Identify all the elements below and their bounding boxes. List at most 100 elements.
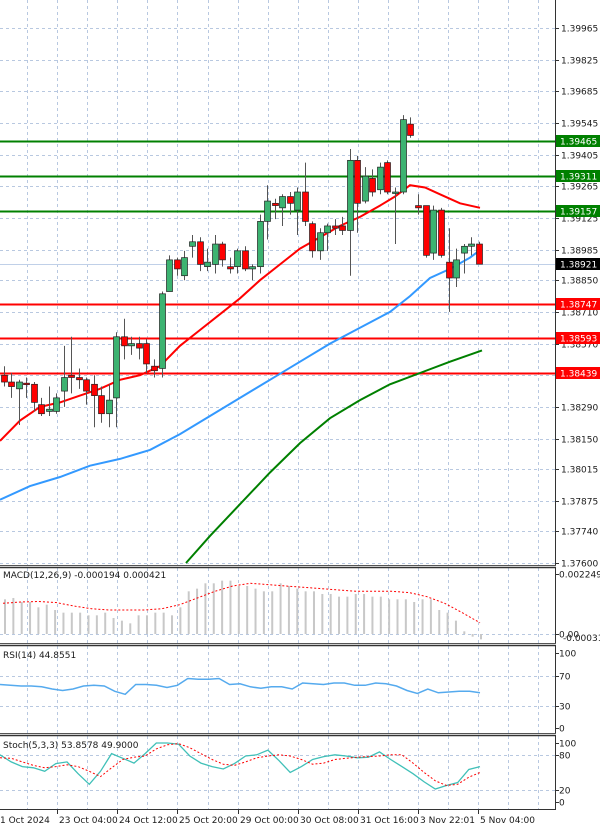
axis-tick-label: 80: [559, 752, 571, 762]
time-tick-label: 24 Oct 12:00: [119, 816, 178, 826]
panel-separator-bg: [0, 565, 556, 568]
bear-candle: [31, 383, 38, 403]
support-tag: [556, 367, 600, 379]
price-tick-label: 1.38290: [561, 404, 598, 414]
price-tick-label: 1.39545: [561, 120, 598, 130]
bear-candle: [476, 243, 483, 265]
moving-average-line: [0, 184, 481, 442]
bear-candle: [76, 377, 83, 381]
bear-candle: [407, 123, 414, 136]
price-tick-label: 1.38710: [561, 309, 598, 319]
bull-candle: [234, 250, 241, 268]
bear-candle: [151, 365, 158, 372]
time-tick-label: 1 Oct 2024: [0, 816, 50, 826]
rsi-line: [0, 677, 481, 696]
main-grid: [0, 0, 555, 565]
bull-candle: [453, 259, 460, 279]
price-tick-label: 1.38150: [561, 436, 598, 446]
price-tick-label: 1.37600: [561, 560, 598, 570]
price-tick-label: 1.39405: [561, 152, 598, 162]
price-tick-label: 1.39965: [561, 25, 598, 35]
macd-title: MACD(12,26,9) -0.000194 0.000421: [3, 571, 166, 581]
bear-candle: [23, 382, 30, 386]
price-tick-label: 1.39125: [561, 215, 598, 225]
axis-tick-label: 30: [559, 703, 571, 713]
bull-candle: [294, 191, 301, 211]
price-tick-label: 1.39265: [561, 183, 598, 193]
bull-candle: [377, 166, 384, 191]
bull-candle: [128, 343, 135, 347]
support-tag-label: 1.38593: [560, 335, 597, 345]
axis-tick-label: 0.002249: [559, 571, 600, 581]
resistance-tag: [556, 135, 600, 147]
bull-candle: [362, 175, 369, 202]
price-tick-label: 1.39685: [561, 88, 598, 98]
bear-candle: [219, 243, 226, 261]
bull-candle: [204, 261, 211, 268]
bear-candle: [121, 336, 128, 347]
bear-candle: [242, 250, 249, 270]
bear-candle: [423, 205, 430, 256]
bear-candle: [384, 162, 391, 193]
price-levels: [0, 140, 555, 375]
bear-candle: [332, 225, 339, 229]
support-tag: [556, 332, 600, 344]
time-tick-label: 29 Oct 00:00: [240, 816, 299, 826]
axis-tick-label: 100: [559, 650, 576, 660]
resistance-tag-label: 1.39311: [560, 173, 597, 183]
bear-candle: [83, 379, 90, 392]
bull-candle: [392, 191, 399, 194]
macd-signal-line: [2, 582, 481, 624]
stoch-main-line: [0, 742, 481, 790]
axis-tick-label: 100: [559, 740, 576, 750]
time-tick-label: 31 Oct 16:00: [360, 816, 419, 826]
bull-candle: [61, 377, 68, 392]
bull-candle: [264, 200, 271, 222]
price-tags: 1.39465 1.39311 1.39157 1.38747 1.38593 1.384…: [556, 135, 600, 380]
bull-candle: [468, 243, 475, 247]
bear-candle: [354, 159, 361, 204]
stoch-title: Stoch(5,3,3) 53.8578 49.9000: [3, 741, 139, 751]
bear-candle: [174, 259, 181, 270]
moving-averages: [0, 184, 483, 564]
axis-tick-label: 0: [559, 725, 565, 735]
bull-candle: [461, 245, 468, 254]
bull-candle: [106, 399, 113, 415]
support-tag-label: 1.38439: [560, 370, 597, 380]
bull-candle: [113, 336, 120, 399]
price-tick-label: 1.37740: [561, 528, 598, 538]
bull-candle: [347, 159, 354, 231]
resistance-tag: [556, 170, 600, 182]
bear-candle: [287, 196, 294, 204]
bear-candle: [272, 202, 279, 206]
bull-candle: [166, 259, 173, 292]
panel-separator-bg: [0, 643, 556, 646]
bear-candle: [227, 266, 234, 270]
panel-separator-bg: [0, 733, 556, 736]
price-tick-label: 1.38850: [561, 277, 598, 287]
moving-average-line: [0, 247, 483, 501]
bull-candle: [181, 257, 188, 277]
bear-candle: [339, 225, 346, 231]
bear-candle: [1, 374, 8, 383]
stoch-panel: 100 80 20 0: [0, 736, 576, 809]
bull-candle: [46, 408, 53, 412]
bear-candle: [68, 374, 75, 378]
bear-candle: [143, 343, 150, 365]
axis-tick-label: 20: [559, 787, 571, 797]
bear-candle: [369, 178, 376, 193]
rsi-panel: 100 70 30 0: [0, 646, 576, 735]
price-tick-label: 1.39825: [561, 57, 598, 67]
candles: [1, 115, 483, 428]
bull-candle: [16, 381, 23, 390]
bear-candle: [136, 343, 143, 349]
bull-candle: [189, 241, 196, 247]
bear-candle: [98, 395, 105, 415]
support-tag: [556, 298, 600, 310]
bear-candle: [438, 209, 445, 256]
axis-tick-label: 0.00: [559, 631, 579, 641]
current-price-tag: [556, 258, 600, 270]
bull-candle: [317, 232, 324, 252]
bull-candle: [249, 266, 256, 270]
